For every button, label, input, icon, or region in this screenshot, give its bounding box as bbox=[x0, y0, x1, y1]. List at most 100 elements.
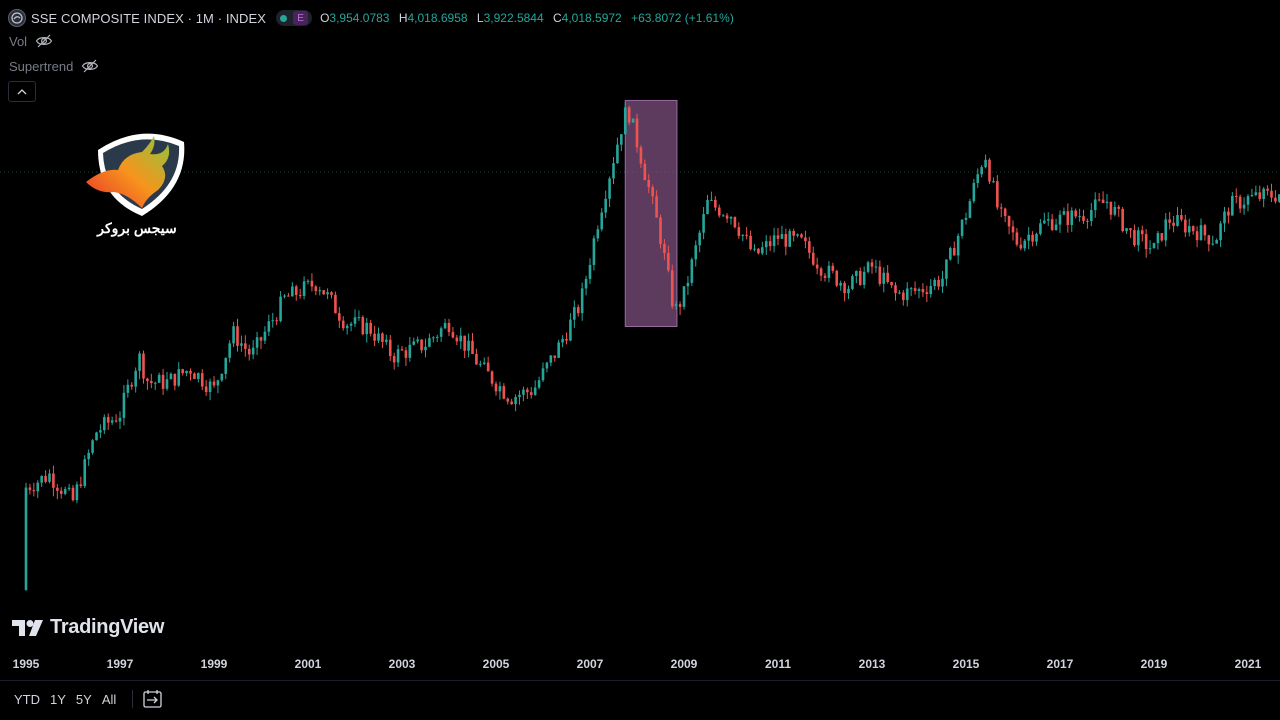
time-axis-label: 1995 bbox=[12, 657, 40, 671]
candle-body bbox=[1058, 214, 1062, 225]
candle-body bbox=[357, 317, 361, 319]
candle-body bbox=[1172, 222, 1175, 226]
candle-body bbox=[1086, 220, 1089, 222]
eye-off-icon[interactable] bbox=[81, 58, 99, 74]
candle-body bbox=[627, 107, 631, 123]
candle-body bbox=[208, 381, 212, 393]
candle-body bbox=[733, 216, 737, 228]
candle-body bbox=[134, 370, 137, 387]
candle-body bbox=[952, 248, 956, 256]
candle-body bbox=[197, 373, 200, 379]
candle-body bbox=[549, 355, 553, 363]
candle-body bbox=[369, 322, 372, 334]
candle-body bbox=[1046, 219, 1050, 221]
range-5y-button[interactable]: 5Y bbox=[75, 691, 92, 707]
candle-body bbox=[710, 199, 713, 201]
candle-body bbox=[1266, 188, 1269, 191]
candle-body bbox=[980, 167, 983, 175]
candle-body bbox=[361, 317, 365, 335]
toolbar-divider bbox=[132, 690, 134, 708]
candle-body bbox=[937, 279, 940, 287]
candle-body bbox=[1093, 199, 1097, 211]
candle-body bbox=[941, 278, 944, 287]
candle-body bbox=[533, 387, 537, 395]
candle-body bbox=[894, 285, 897, 294]
candle-body bbox=[1227, 211, 1230, 216]
candle-body bbox=[1137, 230, 1140, 246]
candle-body bbox=[851, 276, 854, 289]
candle-body bbox=[510, 401, 513, 405]
candle-body bbox=[1050, 219, 1054, 230]
eye-off-icon[interactable] bbox=[35, 33, 53, 49]
candle-body bbox=[204, 386, 208, 393]
candles bbox=[24, 101, 1280, 591]
candle-body bbox=[326, 292, 329, 295]
candle-body bbox=[522, 389, 525, 395]
candle-body bbox=[815, 264, 819, 269]
candle-body bbox=[1231, 195, 1234, 216]
status-e-badge: E bbox=[293, 11, 309, 25]
range-ytd-button[interactable]: YTD bbox=[14, 691, 40, 707]
candle-body bbox=[608, 178, 611, 199]
exchange-logo-icon[interactable] bbox=[8, 9, 26, 27]
candle-body bbox=[1262, 188, 1265, 200]
candle-body bbox=[32, 490, 36, 492]
market-open-dot bbox=[280, 14, 288, 22]
range-1y-button[interactable]: 1Y bbox=[50, 691, 66, 707]
candle-body bbox=[647, 180, 651, 188]
collapse-legend-button[interactable] bbox=[8, 81, 36, 102]
candle-body bbox=[960, 219, 964, 236]
candle-body bbox=[996, 181, 999, 208]
candle-body bbox=[1242, 204, 1246, 209]
candle-body bbox=[79, 484, 83, 487]
candle-body bbox=[913, 288, 917, 291]
candle-body bbox=[659, 217, 662, 244]
candle-body bbox=[1140, 230, 1144, 235]
candle-body bbox=[247, 348, 251, 355]
candle-body bbox=[745, 234, 748, 236]
candle-body bbox=[690, 259, 694, 283]
candle-body bbox=[1207, 235, 1211, 245]
candle-body bbox=[1043, 220, 1046, 224]
candle-body bbox=[1184, 219, 1187, 233]
candle-body bbox=[847, 288, 850, 294]
candle-body bbox=[1238, 196, 1242, 209]
candle-body bbox=[1121, 208, 1124, 232]
tradingview-watermark: TradingView bbox=[12, 616, 164, 639]
symbol-title[interactable]: SSE COMPOSITE INDEX · 1M · INDEX bbox=[31, 10, 267, 26]
candle-body bbox=[968, 201, 972, 218]
candle-body bbox=[1187, 226, 1191, 233]
candle-body bbox=[835, 270, 839, 286]
candle-body bbox=[365, 322, 369, 335]
candle-body bbox=[518, 394, 521, 397]
candle-body bbox=[714, 199, 717, 208]
candle-body bbox=[228, 343, 231, 358]
candle-body bbox=[36, 482, 40, 492]
candle-body bbox=[275, 320, 278, 322]
candle-body bbox=[1219, 223, 1222, 241]
candle-body bbox=[259, 337, 263, 341]
candle-body bbox=[667, 253, 670, 271]
time-axis[interactable]: 1995 1997 1999 2001 2003 2005 2007 2009 2011 2013… bbox=[0, 654, 1280, 674]
candle-body bbox=[381, 333, 384, 342]
candle-body bbox=[811, 252, 815, 265]
candle-body bbox=[1129, 228, 1132, 231]
indicator-vol[interactable]: Vol bbox=[9, 33, 53, 49]
calendar-goto-icon[interactable] bbox=[142, 689, 164, 709]
candle-body bbox=[99, 430, 102, 433]
candle-body bbox=[1082, 216, 1085, 221]
candle-body bbox=[314, 286, 318, 291]
indicator-supertrend[interactable]: Supertrend bbox=[9, 58, 99, 74]
candle-body bbox=[1015, 232, 1019, 245]
candle-body bbox=[925, 292, 929, 295]
candle-body bbox=[808, 241, 811, 253]
candle-body bbox=[298, 295, 302, 297]
candle-body bbox=[792, 231, 795, 236]
range-all-button[interactable]: All bbox=[101, 691, 117, 707]
candle-body bbox=[678, 304, 682, 307]
market-status-badge[interactable]: E bbox=[276, 10, 313, 26]
candle-body bbox=[1117, 206, 1121, 209]
candle-body bbox=[1090, 210, 1093, 222]
candle-body bbox=[902, 292, 905, 301]
